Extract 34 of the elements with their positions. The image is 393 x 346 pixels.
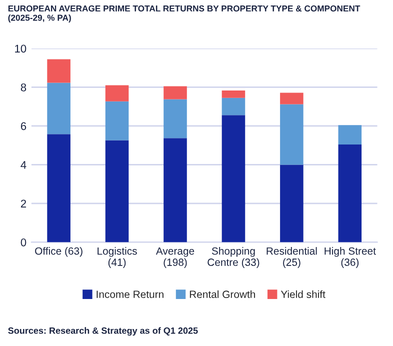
x-tick-label: Logistics (41) (98, 247, 137, 268)
bar (338, 125, 362, 145)
bar (164, 138, 187, 242)
bar (105, 140, 129, 242)
source-note: Sources: Research & Strategy as of Q1 2025 (8, 327, 198, 336)
x-tick-label: Average (198) (156, 247, 194, 268)
y-tick-label: 10 (15, 44, 26, 53)
x-tick-label: Office (63) (35, 247, 82, 257)
x-tick-label: Shopping Centre (33) (208, 247, 260, 268)
bar (47, 59, 70, 83)
y-tick-label: 4 (20, 161, 26, 169)
y-tick-label: 2 (20, 200, 26, 208)
bar (222, 115, 246, 242)
bar (47, 134, 70, 242)
legend-label: Rental Growth (190, 290, 255, 298)
y-tick-label: 0 (20, 238, 26, 246)
bar (222, 90, 246, 98)
x-tick-label: High Street (36) (324, 247, 376, 268)
chart-title: EUROPEAN AVERAGE PRIME TOTAL RETURNS BY PROPERTY TYPE & COMPONENT (2025-29, % PA) (8, 5, 360, 22)
bar (105, 85, 129, 102)
legend-label: Yield shift (280, 290, 326, 298)
bar (280, 92, 304, 104)
bar (280, 164, 304, 242)
bar (222, 98, 246, 116)
legend-label: Income Return (96, 290, 164, 298)
bar (164, 86, 187, 100)
bar (47, 82, 70, 134)
y-tick-label: 8 (20, 83, 26, 92)
y-tick-label: 6 (20, 122, 26, 130)
bar (164, 99, 187, 138)
bar (338, 144, 362, 242)
bar (280, 104, 304, 165)
bar (105, 101, 129, 140)
x-tick-label: Residential (25) (266, 247, 317, 268)
